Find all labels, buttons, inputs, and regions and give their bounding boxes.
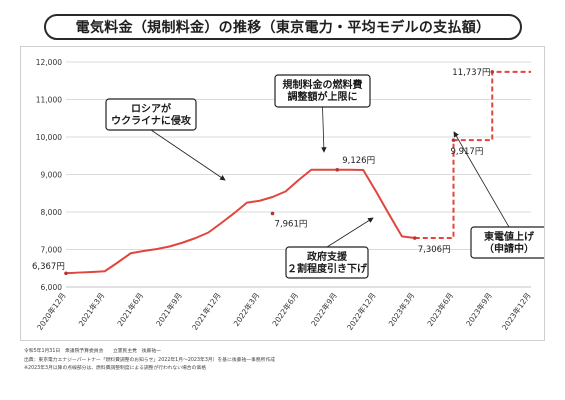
y-tick-label: 6,000: [41, 283, 63, 292]
data-point: [412, 236, 417, 240]
annotation-text: ウクライナに侵攻: [111, 114, 192, 127]
y-tick-label: 7,000: [41, 246, 63, 255]
x-tick-label: 2022年12月: [344, 290, 377, 331]
footer-line: 令和5年1月31日 衆議院予算委員会 立憲民主党 後藤祐一: [24, 349, 161, 354]
data-label: 6,367円: [32, 262, 65, 272]
y-tick-label: 10,000: [36, 133, 62, 142]
x-tick-label: 2022年9月: [308, 290, 338, 328]
annotation-arrow: [326, 217, 374, 248]
line-chart: 6,000 7,000 8,000 9,000 10,000 11,000 12,000 2…: [32, 58, 548, 332]
footer-line: 出典：東京電力エナジーパートナー「燃料費調整のお知らせ」2022年1月〜2023…: [24, 357, 276, 363]
annotation-text: 政府支援: [307, 250, 348, 263]
annotation-text: ロシアが: [131, 102, 172, 115]
page-title: 電気料金（規制料金）の推移（東京電力・平均モデルの支払額）: [44, 14, 522, 40]
annotation-box: [285, 246, 369, 279]
data-point: [270, 211, 275, 216]
data-point: [451, 138, 456, 142]
data-point: [64, 271, 68, 276]
x-tick-label: 2023年9月: [463, 290, 493, 328]
series-line-projected: [414, 70, 531, 240]
data-label: 9,126円: [342, 156, 375, 166]
chart-frame: 6,000 7,000 8,000 9,000 10,000 11,000 12,000 2…: [20, 46, 548, 341]
x-tick-label: 2023年3月: [386, 290, 416, 328]
x-tick-label: 2022年6月: [270, 290, 300, 328]
footer-notes: 令和5年1月31日 衆議院予算委員会 立憲民主党 後藤祐一 出典：東京電力エナジ…: [24, 348, 544, 374]
y-tick-label: 8,000: [41, 208, 63, 217]
x-tick-label: 2023年12月: [499, 290, 532, 331]
x-tick-label: 2023年6月: [425, 290, 455, 328]
annotation-box: [274, 74, 371, 108]
y-tick-label: 9,000: [41, 171, 63, 180]
x-tick-label: 2021年3月: [76, 290, 106, 328]
annotation-text: 規制料金の燃料費: [283, 78, 363, 91]
y-tick-label: 12,000: [36, 58, 62, 67]
data-point: [335, 167, 340, 172]
annotation-text: 東電値上げ: [484, 230, 535, 243]
series-line-actual: [65, 168, 415, 275]
y-tick-label: 11,000: [36, 96, 62, 105]
data-label: 9,917円: [451, 147, 484, 157]
x-tick-label: 2021年6月: [115, 290, 145, 328]
annotation-text: （申請中）: [484, 242, 534, 255]
annotation-arrow: [453, 131, 510, 228]
data-point: [490, 70, 495, 74]
data-label: 7,306円: [418, 245, 451, 255]
data-label: 7,961円: [275, 219, 308, 229]
annotation-text: 調整額が上限に: [288, 90, 358, 103]
x-tick-label: 2022年3月: [231, 290, 261, 328]
x-tick-label: 2020年12月: [34, 290, 67, 331]
x-tick-label: 2021年12月: [189, 290, 222, 331]
annotation-text: ２割程度引き下げ: [287, 262, 368, 275]
footer-line: ※2023年3月以降の点線部分は、燃料費調整制度による調整が行われない場合の価格: [24, 366, 206, 371]
x-tick-label: 2021年9月: [153, 290, 183, 328]
annotation-arrow: [150, 129, 226, 181]
annotation-box: [105, 98, 197, 131]
annotation-arrow: [321, 106, 327, 153]
data-label: 11,737円: [452, 68, 490, 78]
